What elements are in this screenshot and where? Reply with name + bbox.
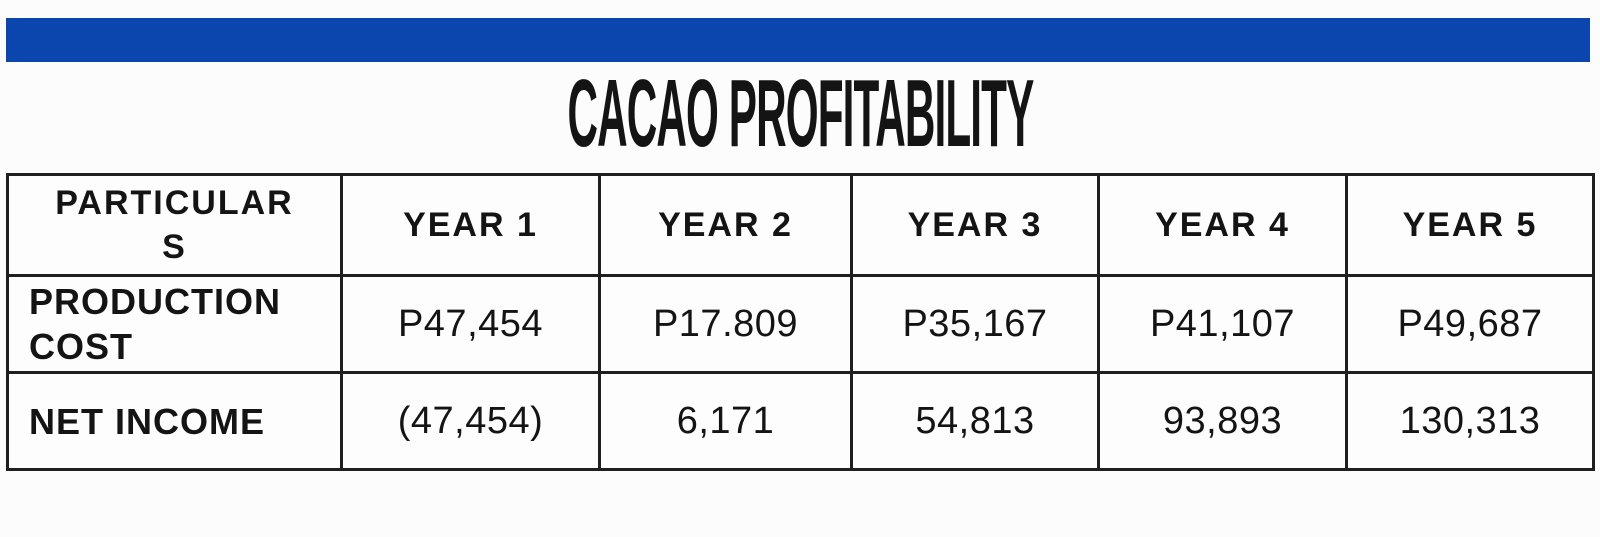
header-particulars: PARTICULAR S <box>6 173 343 277</box>
production-cost-year-1: P47,454 <box>340 274 601 374</box>
production-cost-year-3: P35,167 <box>850 274 1100 374</box>
page-title: CACAO PROFITABILITY <box>0 66 1600 162</box>
profitability-table: PARTICULAR S YEAR 1 YEAR 2 YEAR 3 YEAR 4… <box>6 173 1595 471</box>
table-row-production-cost: PRODUCTION COST P47,454 P17.809 P35,167 … <box>6 274 1595 374</box>
net-income-year-2: 6,171 <box>598 371 853 471</box>
row-label-production-cost: PRODUCTION COST <box>6 274 343 374</box>
header-year-4: YEAR 4 <box>1097 173 1348 277</box>
production-cost-year-4: P41,107 <box>1097 274 1348 374</box>
production-cost-year-5: P49,687 <box>1345 274 1595 374</box>
header-year-5: YEAR 5 <box>1345 173 1595 277</box>
top-accent-bar <box>6 18 1590 62</box>
net-income-year-5: 130,313 <box>1345 371 1595 471</box>
header-year-1: YEAR 1 <box>340 173 601 277</box>
row-label-net-income: NET INCOME <box>6 371 343 471</box>
net-income-year-4: 93,893 <box>1097 371 1348 471</box>
page-title-text: CACAO PROFITABILITY <box>567 60 1034 167</box>
table-header-row: PARTICULAR S YEAR 1 YEAR 2 YEAR 3 YEAR 4… <box>6 173 1595 277</box>
table-row-net-income: NET INCOME (47,454) 6,171 54,813 93,893 … <box>6 371 1595 471</box>
header-year-3: YEAR 3 <box>850 173 1100 277</box>
header-year-2: YEAR 2 <box>598 173 853 277</box>
net-income-year-3: 54,813 <box>850 371 1100 471</box>
production-cost-year-2: P17.809 <box>598 274 853 374</box>
net-income-year-1: (47,454) <box>340 371 601 471</box>
